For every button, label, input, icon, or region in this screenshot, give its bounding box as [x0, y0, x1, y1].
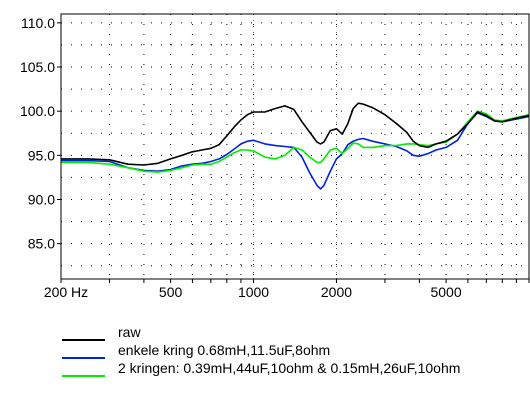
x-tick-label: 2000: [321, 284, 352, 300]
y-tick-label: 90.0: [28, 192, 55, 208]
x-tick-label: 5000: [430, 284, 461, 300]
y-tick-label: 85.0: [28, 236, 55, 252]
legend-label-1: enkele kring 0.68mH,11.5uF,8ohm: [118, 342, 330, 358]
y-tick-label: 105.0: [20, 59, 55, 75]
y-tick-label: 110.0: [21, 15, 55, 31]
x-tick-label: 200 Hz: [44, 284, 88, 300]
series-layer: [61, 102, 530, 190]
legend-label-0: raw: [118, 324, 141, 340]
x-axis-ticks: 200 Hz 500 1000 2000 5000: [44, 279, 530, 300]
y-axis-ticks: 110.0 105.0 100.0 95.0 90.0 85.0: [20, 15, 61, 252]
series-line-1: [61, 112, 530, 190]
plot-frame: [60, 13, 530, 280]
series-line-0: [61, 102, 530, 166]
y-tick-label: 100.0: [20, 103, 55, 119]
legend: raw enkele kring 0.68mH,11.5uF,8ohm 2 krin…: [62, 324, 460, 377]
y-tick-label: 95.0: [28, 147, 55, 163]
legend-label-2: 2 kringen: 0.39mH,44uF,10ohm & 0.15mH,26…: [118, 360, 460, 376]
x-tick-label: 500: [159, 284, 183, 300]
x-tick-label: 1000: [238, 284, 269, 300]
